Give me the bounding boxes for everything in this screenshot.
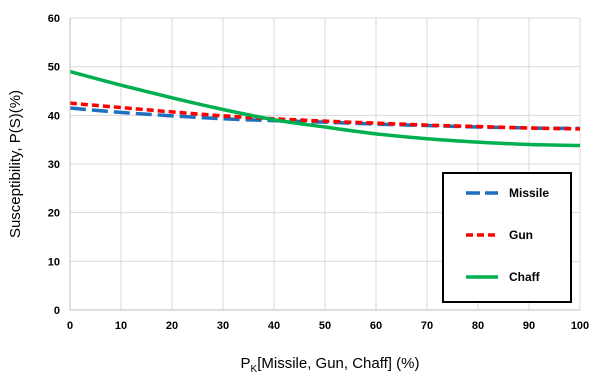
y-tick-label: 10 [48, 256, 60, 268]
tick-labels: 0 10 20 30 40 50 60 70 80 90 100 0 10 20 30 40 50 60 [48, 13, 589, 332]
y-tick-label: 30 [48, 159, 60, 171]
x-tick-label: 10 [115, 320, 127, 332]
legend-label-gun: Gun [509, 228, 533, 242]
legend: Missile Gun Chaff [442, 172, 572, 303]
x-tick-label: 100 [571, 320, 589, 332]
x-tick-label: 80 [472, 320, 484, 332]
x-tick-label: 40 [268, 320, 280, 332]
x-tick-label: 20 [166, 320, 178, 332]
legend-box [442, 172, 572, 303]
series-line-chaff [69, 69, 581, 148]
legend-label-chaff: Chaff [509, 270, 541, 284]
x-tick-label: 30 [217, 320, 229, 332]
x-axis-title-main: P [241, 355, 251, 372]
axes [69, 18, 580, 311]
y-tick-label: 50 [48, 62, 60, 74]
x-tick-label: 70 [421, 320, 433, 332]
series-line-gun [69, 101, 581, 131]
series-layer [69, 69, 581, 148]
legend-label-missile: Missile [509, 186, 549, 200]
y-tick-label: 40 [48, 110, 60, 122]
x-tick-label: 50 [319, 320, 331, 332]
y-tick-label: 20 [48, 208, 60, 220]
x-axis-title-rest: [Missile, Gun, Chaff] (%) [257, 355, 419, 372]
x-axis-title: PK[Missile, Gun, Chaff] (%) [241, 355, 420, 375]
y-tick-label: 0 [54, 305, 60, 317]
y-axis-title: Susceptibility, P(S)(%) [7, 90, 24, 238]
y-tick-label: 60 [48, 13, 60, 25]
x-tick-label: 90 [523, 320, 535, 332]
x-tick-label: 60 [370, 320, 382, 332]
x-axis-title-subscript: K [251, 364, 258, 375]
x-tick-label: 0 [67, 320, 73, 332]
